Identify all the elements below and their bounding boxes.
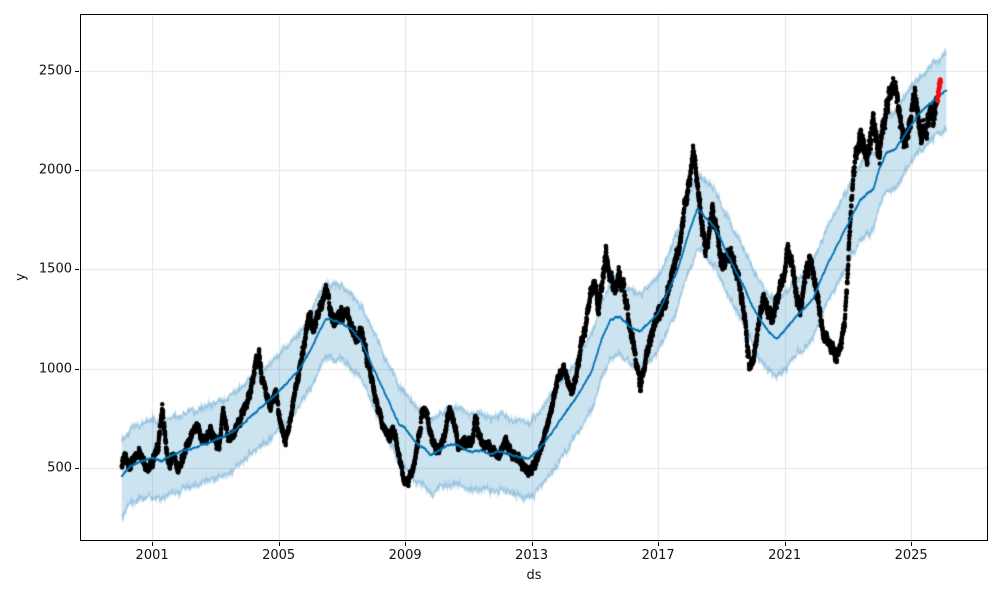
y-tick-mark [75, 467, 79, 469]
x-tick-label: 2025 [894, 548, 928, 563]
y-tick-label: 1500 [38, 261, 72, 277]
y-tick-mark [75, 368, 79, 370]
x-axis-label: ds [526, 568, 542, 583]
x-tick-mark [531, 542, 533, 546]
x-tick-mark [152, 542, 154, 546]
forecast-chart-canvas [80, 14, 988, 541]
plot-area [80, 14, 988, 541]
y-tick-mark [75, 71, 79, 73]
y-axis-label: y [13, 273, 29, 281]
y-tick-label: 500 [47, 460, 72, 476]
y-tick-mark [75, 269, 79, 271]
y-tick-label: 1000 [38, 361, 72, 376]
y-tick-label: 2000 [38, 162, 72, 178]
x-tick-label: 2005 [262, 548, 296, 563]
y-tick-label: 2500 [38, 63, 72, 79]
x-tick-label: 2013 [515, 548, 549, 563]
x-tick-label: 2009 [388, 548, 422, 563]
x-tick-label: 2017 [641, 548, 675, 563]
x-tick-mark [658, 542, 660, 546]
x-tick-mark [784, 542, 786, 546]
x-tick-mark [405, 542, 407, 546]
x-tick-mark [911, 542, 913, 546]
x-tick-label: 2001 [135, 548, 169, 563]
x-tick-label: 2021 [768, 548, 802, 563]
y-tick-mark [75, 170, 79, 172]
x-tick-mark [278, 542, 280, 546]
